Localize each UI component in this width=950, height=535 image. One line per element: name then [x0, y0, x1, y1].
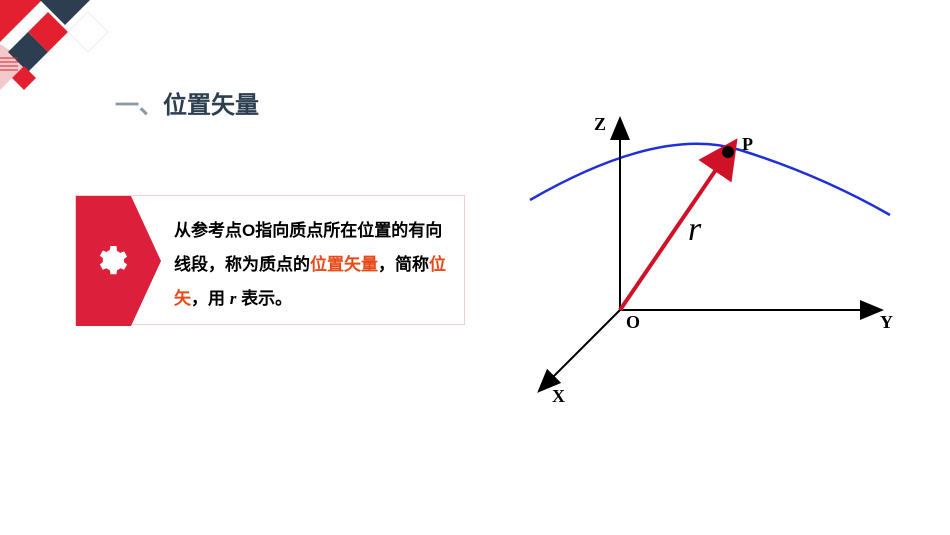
- z-axis-label: Z: [594, 114, 606, 134]
- y-axis-label: Y: [880, 312, 893, 332]
- def-part-3: ，用: [191, 289, 230, 308]
- vector-r-label: r: [688, 211, 702, 248]
- def-part-2: ，简称: [378, 255, 429, 274]
- x-axis-label: X: [552, 386, 565, 406]
- def-highlight-1: 位置矢量: [310, 255, 378, 274]
- heading-prefix: 一、: [115, 92, 163, 119]
- gear-icon: [92, 243, 128, 279]
- x-axis: [540, 310, 620, 390]
- position-vector: [620, 158, 724, 310]
- heading-title: 位置矢量: [163, 92, 259, 119]
- origin-label: O: [626, 312, 640, 332]
- section-heading: 一、位置矢量: [115, 85, 259, 120]
- def-part-4: 表示。: [236, 289, 292, 308]
- point-p: [722, 146, 734, 158]
- position-vector-diagram: Z Y X O P r: [510, 110, 910, 430]
- definition-icon-wrap: [76, 196, 166, 324]
- definition-text: 从参考点O指向质点所在位置的有向线段，称为质点的位置矢量，简称位矢，用 r 表示…: [166, 196, 464, 324]
- point-p-label: P: [742, 134, 753, 154]
- definition-box: 从参考点O指向质点所在位置的有向线段，称为质点的位置矢量，简称位矢，用 r 表示…: [75, 195, 465, 325]
